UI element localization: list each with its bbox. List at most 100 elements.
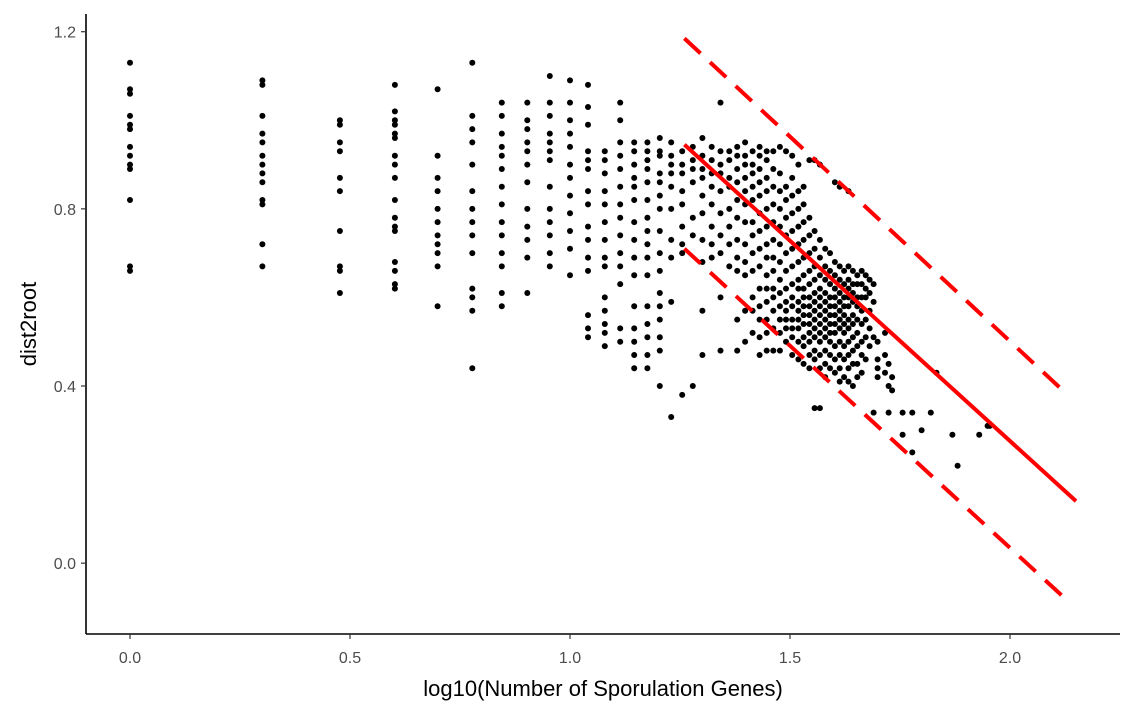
prediction-interval-line	[683, 36, 1065, 392]
data-point	[862, 356, 869, 363]
data-point	[336, 188, 343, 195]
data-point	[811, 245, 818, 252]
data-point	[800, 312, 807, 319]
data-point	[708, 223, 715, 230]
data-point	[469, 285, 476, 292]
data-point	[601, 201, 608, 208]
data-point	[585, 104, 591, 110]
data-point	[811, 307, 818, 314]
data-point	[909, 449, 916, 456]
data-point	[795, 338, 802, 345]
data-point	[854, 281, 861, 288]
data-point	[679, 391, 686, 398]
data-point	[763, 298, 770, 305]
data-point	[795, 356, 802, 363]
data-point	[469, 307, 476, 314]
data-point	[756, 166, 763, 172]
data-point	[656, 192, 663, 199]
data-point	[524, 161, 531, 168]
data-point	[909, 409, 916, 416]
data-point	[567, 130, 573, 137]
data-point	[524, 236, 531, 243]
data-point	[498, 112, 505, 119]
data-point	[336, 267, 343, 274]
data-point	[849, 312, 856, 319]
data-point	[795, 316, 802, 323]
data-point	[776, 259, 783, 265]
data-point	[391, 285, 398, 292]
data-point	[391, 228, 398, 234]
data-point	[783, 285, 789, 292]
data-point	[976, 431, 983, 438]
data-point	[601, 254, 608, 261]
data-point	[434, 250, 441, 257]
data-point	[827, 267, 833, 274]
y-axis-title: dist2root	[16, 282, 41, 366]
data-point	[546, 139, 553, 146]
data-point	[770, 267, 777, 274]
data-point	[899, 431, 906, 438]
data-point	[259, 81, 266, 88]
data-point	[546, 73, 553, 79]
data-point	[585, 157, 591, 164]
data-point	[742, 259, 749, 265]
data-point	[617, 232, 624, 239]
data-point	[800, 334, 807, 341]
y-axis-ticks: 0.0 0.4 0.8 1.2	[54, 25, 86, 573]
data-point	[601, 157, 608, 164]
data-point	[789, 294, 796, 301]
data-point	[656, 228, 663, 234]
data-point	[546, 232, 553, 239]
data-point	[858, 352, 865, 358]
data-point	[789, 174, 796, 181]
data-point	[816, 272, 823, 279]
data-point	[689, 214, 696, 221]
data-point	[800, 360, 807, 367]
data-point	[524, 179, 531, 186]
data-point	[391, 81, 398, 88]
data-point	[862, 334, 869, 341]
data-point	[849, 347, 856, 354]
data-point	[434, 86, 441, 93]
data-point	[524, 126, 531, 133]
data-point	[469, 139, 476, 146]
data-point	[668, 161, 675, 168]
data-point	[795, 161, 802, 168]
data-point	[601, 219, 608, 226]
data-point	[259, 152, 266, 159]
data-point	[795, 285, 802, 292]
data-point	[756, 179, 763, 186]
data-point	[717, 148, 724, 155]
data-point	[836, 316, 843, 323]
data-point	[567, 99, 573, 106]
data-point	[699, 135, 706, 141]
data-point	[469, 59, 476, 66]
data-point	[127, 59, 133, 66]
data-point	[811, 356, 818, 363]
data-point	[617, 281, 624, 288]
x-axis-ticks: 0.0 0.5 1.0 1.5 2.0	[119, 634, 1021, 667]
data-point	[742, 161, 749, 168]
data-point	[708, 183, 715, 190]
data-point	[742, 219, 749, 226]
data-point	[601, 170, 608, 177]
data-point	[259, 112, 266, 119]
data-point	[391, 117, 398, 124]
data-point	[806, 329, 813, 336]
data-point	[391, 130, 398, 137]
data-point	[822, 307, 829, 314]
data-point	[845, 352, 852, 358]
x-tick-label: 1.0	[559, 650, 581, 667]
data-point	[885, 409, 892, 416]
x-tick-label: 1.5	[779, 650, 801, 667]
data-point	[918, 427, 925, 434]
data-point	[567, 228, 573, 234]
data-point	[849, 334, 856, 341]
data-point	[644, 228, 651, 234]
data-point	[827, 294, 833, 301]
data-point	[585, 201, 591, 208]
data-point	[631, 365, 638, 372]
data-point	[434, 303, 441, 310]
data-point	[601, 236, 608, 243]
data-point	[811, 405, 818, 412]
